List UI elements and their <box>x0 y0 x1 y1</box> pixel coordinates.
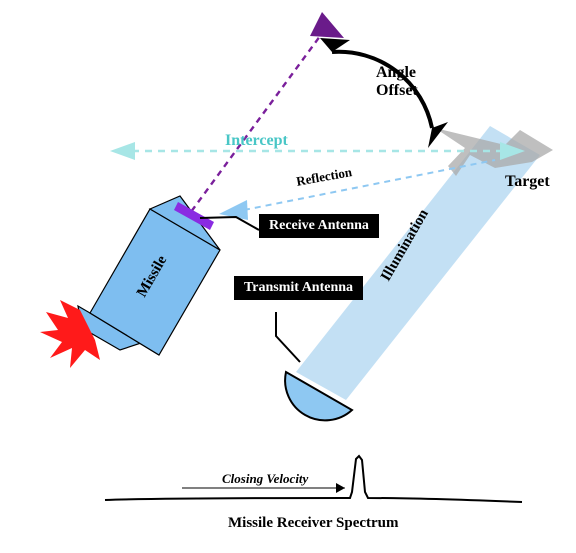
spectrum-curve <box>105 456 522 502</box>
purple-arrowhead <box>310 12 344 38</box>
intercept-label: Intercept <box>225 132 288 150</box>
target-label: Target <box>505 173 550 191</box>
receive-antenna-callout: Receive Antenna <box>259 214 379 238</box>
closing-velocity-label: Closing Velocity <box>222 471 308 487</box>
transmit-antenna-callout: Transmit Antenna <box>234 276 363 300</box>
intercept-arrow-left <box>110 142 135 160</box>
closing-velocity-arrowhead <box>336 483 345 493</box>
transmit-callout-leader <box>276 312 300 362</box>
spectrum-caption: Missile Receiver Spectrum <box>228 515 399 532</box>
angle-offset-label: Angle Offset <box>376 64 418 100</box>
purple-dash-line <box>185 28 326 220</box>
